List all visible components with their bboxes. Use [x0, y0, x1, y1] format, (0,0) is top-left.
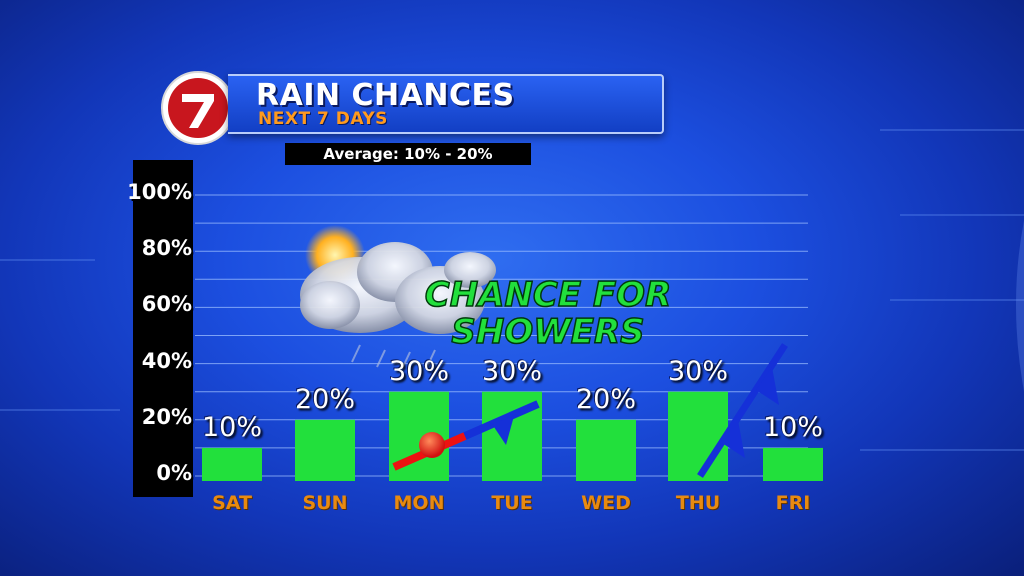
y-tick-label: 80%	[141, 236, 192, 261]
y-axis-strip	[133, 160, 193, 497]
y-tick-label: 60%	[141, 292, 192, 317]
bar-value-label: 10%	[201, 411, 262, 443]
bar-value-label: 20%	[294, 383, 355, 415]
bar-fri	[763, 447, 823, 481]
x-category-label: WED	[581, 492, 631, 514]
bar-value-label: 30%	[481, 355, 542, 387]
bar-value-label: 10%	[762, 411, 823, 443]
average-box: Average: 10% - 20%	[285, 143, 531, 165]
x-category-label: FRI	[775, 492, 811, 514]
chart-title: RAIN CHANCES	[256, 78, 515, 113]
stationary-front-symbol	[392, 400, 540, 471]
y-tick-label: 100%	[127, 180, 192, 204]
bar-sat	[202, 447, 262, 481]
bar-value-label: 30%	[667, 355, 728, 387]
bar-value-label: 30%	[388, 355, 449, 387]
bar-value-label: 20%	[575, 383, 636, 415]
y-tick-label: 20%	[141, 404, 192, 429]
y-tick-label: 0%	[156, 461, 192, 485]
y-tick-label: 40%	[141, 348, 192, 373]
channel-logo	[161, 71, 235, 145]
bar-thu	[668, 391, 728, 481]
cold-front-symbol	[697, 343, 788, 478]
bar-sun	[295, 419, 355, 481]
annotation-line-2: SHOWERS	[451, 312, 644, 352]
bar-wed	[576, 419, 636, 481]
partly-cloudy-rain-icon	[300, 225, 496, 370]
chart-subtitle: NEXT 7 DAYS	[258, 109, 388, 129]
x-category-label: MON	[393, 492, 445, 514]
x-category-label: THU	[675, 492, 721, 514]
title-bar: RAIN CHANCES NEXT 7 DAYS	[228, 74, 664, 134]
x-category-label: SUN	[302, 492, 348, 514]
chance-for-showers-annotation: CHANCE FOR SHOWERS	[424, 274, 672, 353]
x-category-label: SAT	[212, 492, 252, 514]
annotation-line-1: CHANCE FOR	[425, 275, 672, 315]
x-category-label: TUE	[491, 492, 533, 514]
